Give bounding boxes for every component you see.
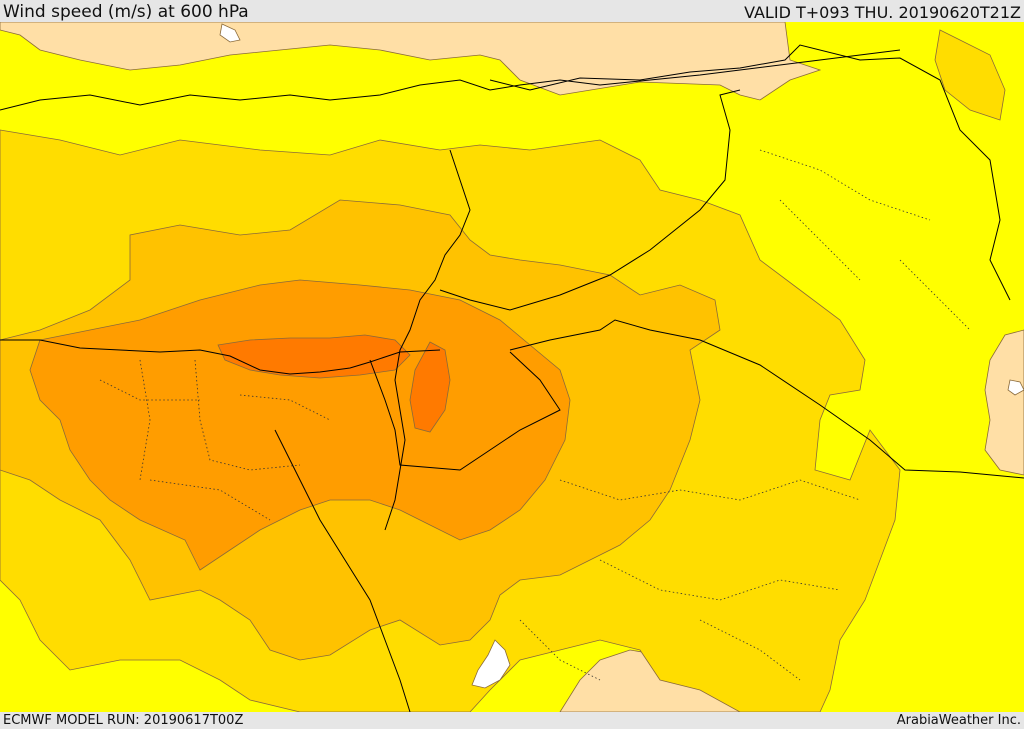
model-run-label: ECMWF MODEL RUN: 20190617T00Z	[3, 713, 244, 728]
border-jordan	[439, 89, 741, 311]
province-lines-egypt	[99, 359, 331, 521]
level-highest-core	[217, 334, 411, 379]
border-levant	[384, 149, 471, 531]
level-highest-core-2	[409, 341, 451, 433]
header-bar: Wind speed (m/s) at 600 hPa VALID T+093 …	[0, 0, 1024, 22]
level-lowest-north	[0, 22, 822, 101]
credit-label: ArabiaWeather Inc.	[896, 713, 1021, 728]
border-sinai	[369, 351, 561, 471]
coastline-mediterranean	[0, 339, 441, 375]
map-title: Wind speed (m/s) at 600 hPa	[3, 2, 249, 22]
water-body-south	[471, 639, 511, 689]
coastline-north	[0, 49, 901, 111]
valid-time: VALID T+093 THU. 20190620T21Z	[744, 3, 1021, 22]
border-turkey	[489, 44, 1011, 301]
border-saudi	[509, 319, 1024, 479]
weather-map	[0, 22, 1024, 712]
level-lowest-east	[984, 329, 1024, 476]
water-body-east	[1007, 379, 1024, 396]
footer-bar: ECMWF MODEL RUN: 20190617T00Z ArabiaWeat…	[0, 712, 1024, 729]
province-lines-iraq	[759, 149, 971, 331]
border-egypt	[274, 429, 411, 712]
water-body-north	[219, 23, 241, 43]
level-mid-northeast	[934, 29, 1006, 121]
